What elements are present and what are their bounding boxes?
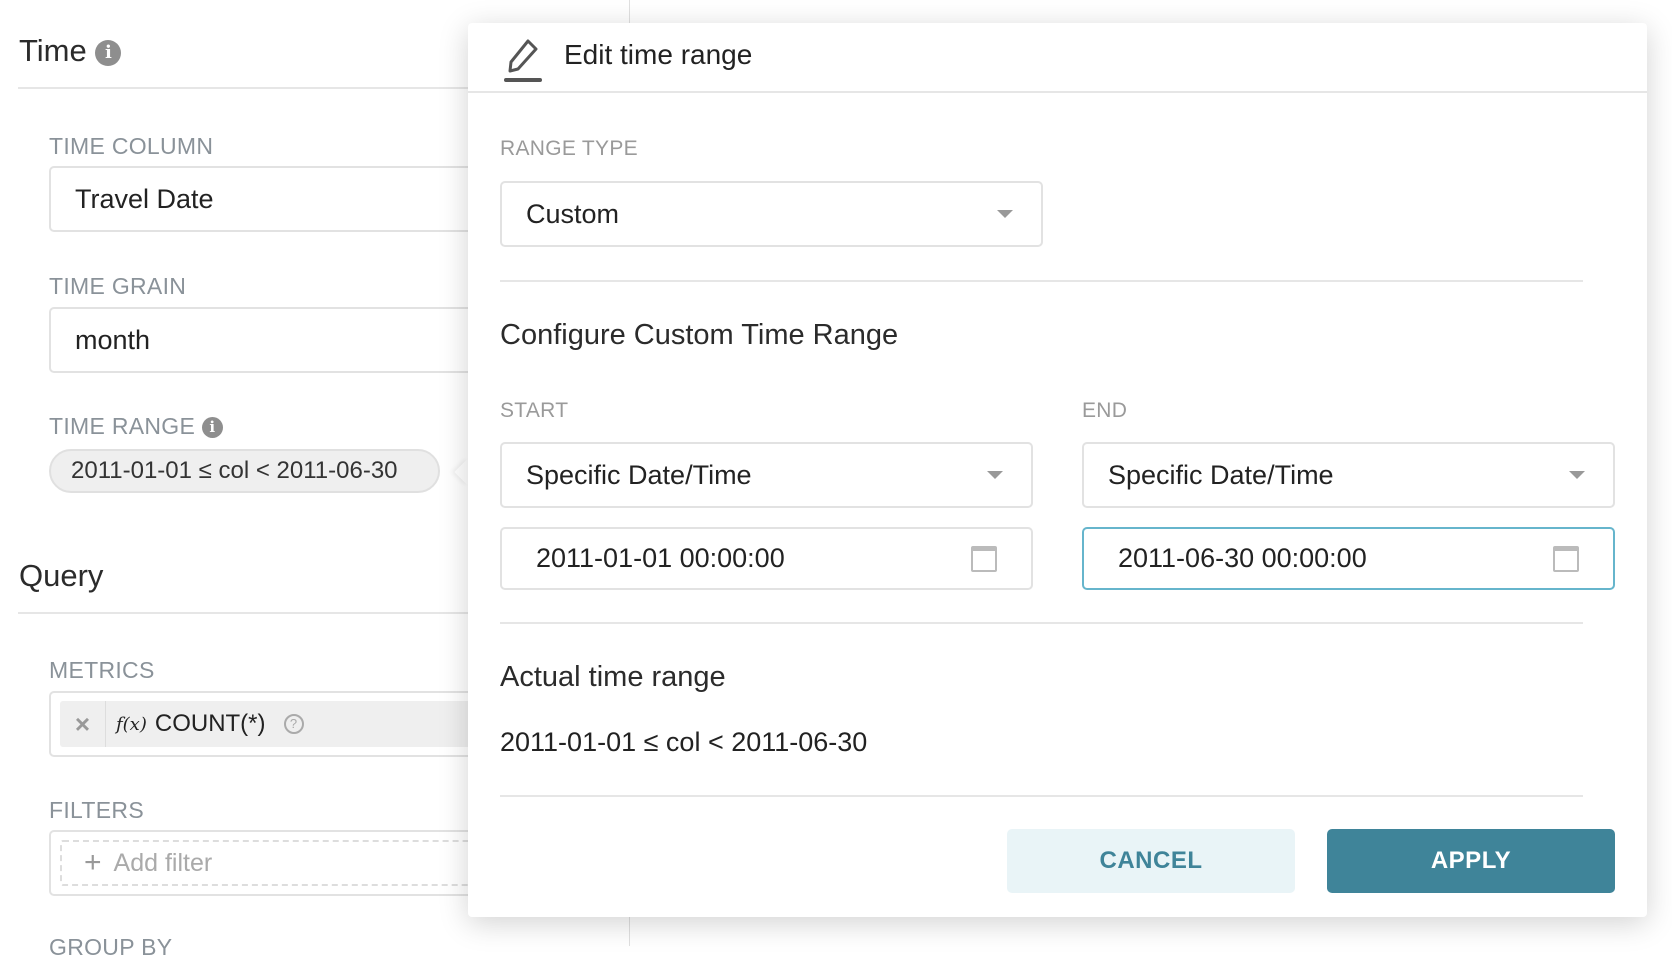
metric-tag: × f(x) COUNT(*) ?	[60, 701, 510, 747]
edit-time-range-popover: Edit time range RANGE TYPE Custom Config…	[468, 23, 1647, 917]
metrics-label: METRICS	[49, 657, 155, 683]
time-range-label: TIME RANGE i	[49, 413, 223, 440]
chevron-down-icon	[997, 210, 1013, 218]
metric-value: COUNT(*)	[154, 710, 266, 737]
apply-button[interactable]: APPLY	[1327, 829, 1615, 893]
start-date-input[interactable]: 2011-01-01 00:00:00	[500, 527, 1033, 590]
actual-range-value: 2011-01-01 ≤ col < 2011-06-30	[500, 727, 868, 757]
add-filter-button[interactable]: + Add filter	[60, 840, 510, 886]
add-filter-text: Add filter	[113, 848, 213, 877]
calendar-icon[interactable]	[971, 545, 997, 572]
end-mode-value: Specific Date/Time	[1108, 459, 1334, 490]
fx-icon: f(x)	[116, 713, 147, 735]
calendar-icon[interactable]	[1553, 545, 1579, 572]
info-icon[interactable]: i	[201, 417, 223, 439]
actual-range-heading: Actual time range	[500, 661, 726, 693]
range-type-value: Custom	[526, 198, 620, 229]
time-section-heading: Time i	[19, 33, 122, 69]
divider	[500, 280, 1583, 282]
start-mode-value: Specific Date/Time	[526, 459, 752, 490]
filters-label: FILTERS	[49, 797, 144, 823]
group-by-label: GROUP BY	[49, 934, 173, 960]
time-grain-label: TIME GRAIN	[49, 273, 187, 299]
time-range-label-text: TIME RANGE	[49, 413, 196, 439]
start-label: START	[500, 399, 569, 422]
divider	[500, 622, 1583, 624]
divider	[18, 87, 478, 89]
divider	[18, 612, 478, 614]
time-column-select[interactable]: Travel Date	[49, 166, 509, 232]
time-range-value: 2011-01-01 ≤ col < 2011-06-30	[71, 457, 398, 484]
time-range-pill[interactable]: 2011-01-01 ≤ col < 2011-06-30	[49, 449, 440, 493]
start-date-value: 2011-01-01 00:00:00	[536, 543, 785, 573]
plus-icon: +	[84, 846, 102, 879]
divider	[500, 795, 1583, 797]
filters-box: + Add filter	[49, 830, 510, 896]
range-type-label: RANGE TYPE	[500, 137, 638, 160]
start-mode-select[interactable]: Specific Date/Time	[500, 442, 1033, 508]
time-grain-value: month	[75, 324, 151, 355]
end-label: END	[1082, 399, 1128, 422]
cancel-button[interactable]: CANCEL	[1007, 829, 1295, 893]
chevron-down-icon	[987, 471, 1003, 479]
chevron-down-icon	[1569, 471, 1585, 479]
help-icon[interactable]: ?	[283, 714, 304, 734]
info-icon[interactable]: i	[95, 39, 122, 66]
edit-pencil-icon	[504, 39, 542, 82]
end-mode-select[interactable]: Specific Date/Time	[1082, 442, 1615, 508]
time-heading-text: Time	[19, 33, 87, 68]
divider	[468, 91, 1647, 93]
range-type-select[interactable]: Custom	[500, 181, 1043, 247]
metrics-box[interactable]: × f(x) COUNT(*) ?	[49, 691, 510, 757]
end-date-value: 2011-06-30 00:00:00	[1118, 543, 1367, 573]
end-date-input[interactable]: 2011-06-30 00:00:00	[1082, 527, 1615, 590]
remove-metric-icon[interactable]: ×	[60, 701, 106, 747]
time-column-label: TIME COLUMN	[49, 133, 214, 159]
query-heading: Query	[19, 558, 104, 593]
configure-heading: Configure Custom Time Range	[500, 319, 899, 351]
time-grain-select[interactable]: month	[49, 307, 509, 373]
popover-title: Edit time range	[564, 39, 753, 70]
time-column-value: Travel Date	[75, 183, 214, 214]
